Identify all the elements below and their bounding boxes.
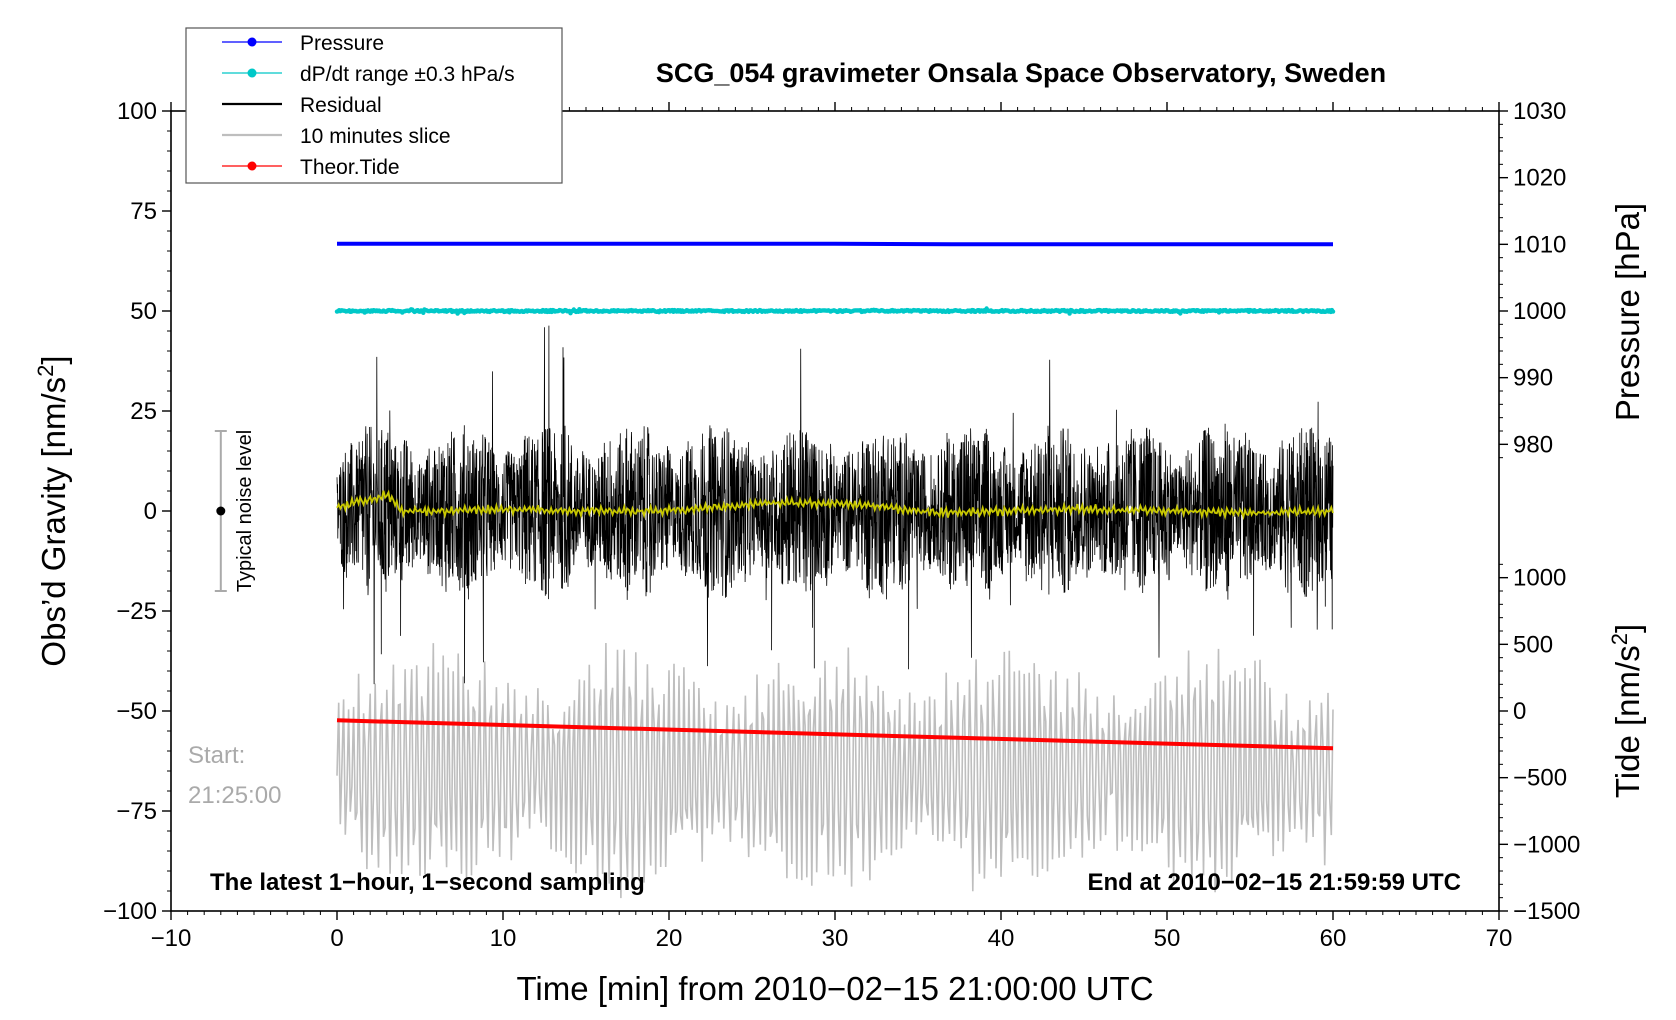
- legend-box: [185, 27, 563, 184]
- legend-label: Pressure: [300, 32, 384, 55]
- legend-entry: Pressure: [222, 32, 384, 55]
- legend-swatch-dot: [247, 68, 257, 78]
- y-axis-label-left: Obs’d Gravity [nm/s2]: [33, 355, 72, 666]
- x-tick-label: 10: [490, 925, 517, 952]
- y-tick-label: −100: [103, 898, 157, 925]
- legend-swatch-dot: [247, 161, 257, 171]
- legend-entry: 10 minutes slice: [222, 125, 451, 148]
- tide-tick-label: 0: [1513, 698, 1526, 725]
- caption-bottom-left: The latest 1−hour, 1−second sampling: [210, 869, 645, 896]
- legend-entry: dP/dt range ±0.3 hPa/s: [222, 63, 515, 86]
- y-tick-label: 0: [144, 498, 157, 525]
- legend-label: dP/dt range ±0.3 hPa/s: [300, 63, 515, 86]
- pressure-tick-label: 980: [1513, 431, 1553, 458]
- y-tick-label: 25: [130, 398, 157, 425]
- tide-tick-label: 500: [1513, 631, 1553, 658]
- pressure-tick-label: 990: [1513, 365, 1553, 392]
- x-tick-label: 40: [988, 925, 1015, 952]
- x-tick-label: 60: [1320, 925, 1347, 952]
- legend-label: Theor.Tide: [300, 156, 400, 179]
- tide-tick-label: −1000: [1513, 831, 1580, 858]
- pressure-tick-label: 1030: [1513, 98, 1566, 125]
- residual-smoothed-line: [336, 489, 1334, 521]
- dpdt-point: [1067, 311, 1072, 316]
- pressure-tick-label: 1020: [1513, 165, 1566, 192]
- x-tick-label: 50: [1154, 925, 1181, 952]
- tide-tick-label: −500: [1513, 765, 1567, 792]
- x-tick-label: 0: [330, 925, 343, 952]
- noise-level-label: Typical noise level: [234, 430, 256, 592]
- legend-swatch-dot: [247, 37, 257, 47]
- caption-bottom-right: End at 2010−02−15 21:59:59 UTC: [1087, 869, 1461, 896]
- start-label: Start:: [188, 742, 245, 769]
- x-tick-label: 20: [656, 925, 683, 952]
- dpdt-point: [1330, 309, 1336, 314]
- y-tick-label: −75: [116, 798, 157, 825]
- y-axis-label-pressure: Pressure [hPa]: [1609, 203, 1646, 421]
- legend: Pressure dP/dt range ±0.3 hPa/s Residual 10…: [185, 27, 563, 184]
- start-time: 21:25:00: [188, 782, 281, 809]
- y-tick-label: −50: [116, 698, 157, 725]
- chart-title: SCG_054 gravimeter Onsala Space Observat…: [656, 58, 1386, 88]
- tide-tick-label: 1000: [1513, 565, 1566, 592]
- tide-series-line: [336, 718, 1334, 751]
- pressure-series-line: [337, 241, 1333, 247]
- x-tick-label: 70: [1486, 925, 1513, 952]
- pressure-tick-label: 1000: [1513, 298, 1566, 325]
- y-tick-label: −25: [116, 598, 157, 625]
- noise-level-marker: Typical noise level: [214, 430, 256, 592]
- y-axis-label-tide: Tide [nm/s2]: [1607, 624, 1646, 798]
- y-tick-label: 75: [130, 198, 157, 225]
- x-tick-label: −10: [151, 925, 192, 952]
- legend-label: Residual: [300, 94, 382, 117]
- y-tick-label: 50: [130, 298, 157, 325]
- pressure-tick-label: 1010: [1513, 231, 1566, 258]
- legend-entry: Residual: [222, 94, 382, 117]
- legend-label: 10 minutes slice: [300, 125, 451, 148]
- noise-center-dot: [216, 506, 226, 516]
- x-tick-label: 30: [822, 925, 849, 952]
- slice-series-line: [336, 642, 1334, 899]
- tide-tick-label: −1500: [1513, 898, 1580, 925]
- x-axis-label: Time [min] from 2010−02−15 21:00:00 UTC: [516, 970, 1153, 1007]
- legend-entry: Theor.Tide: [222, 156, 400, 179]
- dpdt-series: [334, 306, 1336, 316]
- y-tick-label: 100: [117, 98, 157, 125]
